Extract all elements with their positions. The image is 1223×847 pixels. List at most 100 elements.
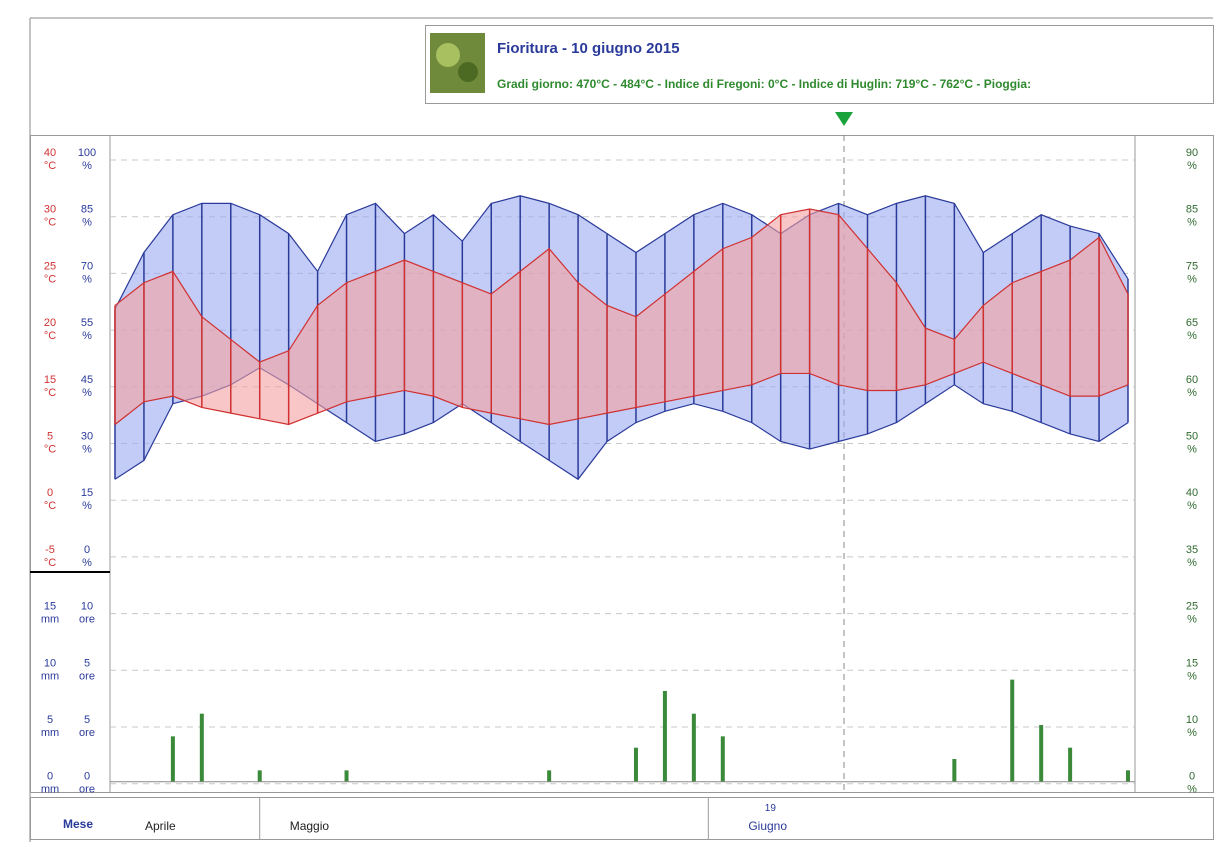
title: Fioritura - 10 giugno 2015 — [497, 40, 680, 57]
tick-unit: % — [1187, 500, 1197, 512]
tick-label: 15 — [44, 374, 56, 386]
tick-label: 90 — [1186, 147, 1198, 159]
tick-label: 35 — [1186, 544, 1198, 556]
tick-unit: mm — [41, 670, 59, 682]
tick-unit: % — [82, 273, 92, 285]
tick-unit: % — [1187, 217, 1197, 229]
tick-unit: % — [1187, 444, 1197, 456]
months-row — [30, 797, 1214, 840]
tick-unit: °C — [44, 160, 56, 172]
tick-label: 15 — [44, 601, 56, 613]
tick-unit: % — [1187, 557, 1197, 569]
band-area — [115, 209, 1128, 425]
tick-label: 45 — [81, 374, 93, 386]
tick-label: 0 — [47, 771, 53, 783]
tick-unit: mm — [41, 727, 59, 739]
band-edge — [114, 195, 1129, 310]
tick-label: 20 — [44, 317, 56, 329]
tick-label: 30 — [44, 204, 56, 216]
week-label: 19 — [765, 803, 777, 814]
months-header: Mese — [63, 817, 93, 831]
tick-unit: % — [1187, 614, 1197, 626]
tick-unit: % — [1187, 273, 1197, 285]
rain-bar — [952, 759, 957, 782]
month-label: Aprile — [145, 819, 176, 833]
phase-image-detail — [458, 62, 478, 82]
rain-bar — [1010, 679, 1015, 782]
tick-unit: °C — [44, 444, 56, 456]
tick-unit: °C — [44, 330, 56, 342]
tick-label: 100 — [78, 147, 96, 159]
subtitle: Gradi giorno: 470°C - 484°C - Indice di … — [497, 77, 1031, 91]
phase-image — [430, 33, 485, 93]
tick-unit: mm — [41, 784, 59, 796]
tick-label: 0 — [84, 771, 90, 783]
rain-bar — [170, 736, 175, 782]
tick-unit: % — [82, 387, 92, 399]
tick-label: 10 — [44, 657, 56, 669]
tick-label: 25 — [44, 260, 56, 272]
rain-bar — [547, 770, 552, 782]
rain-bar — [1068, 747, 1073, 782]
tick-label: 15 — [1186, 657, 1198, 669]
tick-unit: °C — [44, 500, 56, 512]
rain-bar — [633, 747, 638, 782]
tick-unit: °C — [44, 387, 56, 399]
tick-label: -5 — [45, 544, 55, 556]
rain-bar — [720, 736, 725, 782]
tick-label: 55 — [81, 317, 93, 329]
tick-unit: % — [1187, 330, 1197, 342]
tick-unit: % — [82, 160, 92, 172]
rain-bar — [662, 690, 667, 782]
tick-unit: % — [1187, 727, 1197, 739]
tick-label: 40 — [1186, 487, 1198, 499]
tick-label: 0 — [47, 487, 53, 499]
tick-unit: °C — [44, 273, 56, 285]
phase-image-detail — [436, 43, 460, 67]
tick-unit: % — [1187, 387, 1197, 399]
tick-unit: mm — [41, 614, 59, 626]
tick-unit: % — [1187, 670, 1197, 682]
tick-label: 5 — [47, 431, 53, 443]
tick-unit: °C — [44, 557, 56, 569]
tick-unit: % — [82, 500, 92, 512]
tick-label: 70 — [81, 260, 93, 272]
band-edge — [114, 208, 1129, 363]
tick-unit: % — [82, 217, 92, 229]
tick-unit: % — [82, 330, 92, 342]
band-edge — [114, 361, 1129, 426]
tick-label: 0 — [84, 544, 90, 556]
tick-unit: % — [1187, 160, 1197, 172]
tick-label: 5 — [47, 714, 53, 726]
tick-label: 40 — [44, 147, 56, 159]
tick-label: 30 — [81, 431, 93, 443]
tick-unit: ore — [79, 784, 95, 796]
tick-unit: ore — [79, 614, 95, 626]
tick-label: 25 — [1186, 601, 1198, 613]
tick-label: 75 — [1186, 260, 1198, 272]
tick-label: 10 — [1186, 714, 1198, 726]
info-box — [425, 25, 1214, 104]
rain-bar — [691, 713, 696, 782]
month-label: Giugno — [748, 819, 787, 833]
tick-label: 5 — [84, 714, 90, 726]
month-label: Maggio — [290, 819, 330, 833]
tick-label: 85 — [81, 204, 93, 216]
tick-label: 65 — [1186, 317, 1198, 329]
rain-bar — [344, 770, 349, 782]
tick-label: 15 — [81, 487, 93, 499]
rain-bar — [1126, 770, 1130, 782]
rain-bar — [1039, 725, 1044, 782]
tick-label: 5 — [84, 657, 90, 669]
tick-unit: % — [1187, 784, 1197, 796]
rain-bar — [199, 713, 204, 782]
tick-label: 60 — [1186, 374, 1198, 386]
tick-unit: % — [82, 444, 92, 456]
plot-frame — [30, 135, 1214, 793]
tick-unit: ore — [79, 670, 95, 682]
tick-unit: % — [82, 557, 92, 569]
tick-label: 10 — [81, 601, 93, 613]
current-date-marker — [835, 112, 853, 126]
